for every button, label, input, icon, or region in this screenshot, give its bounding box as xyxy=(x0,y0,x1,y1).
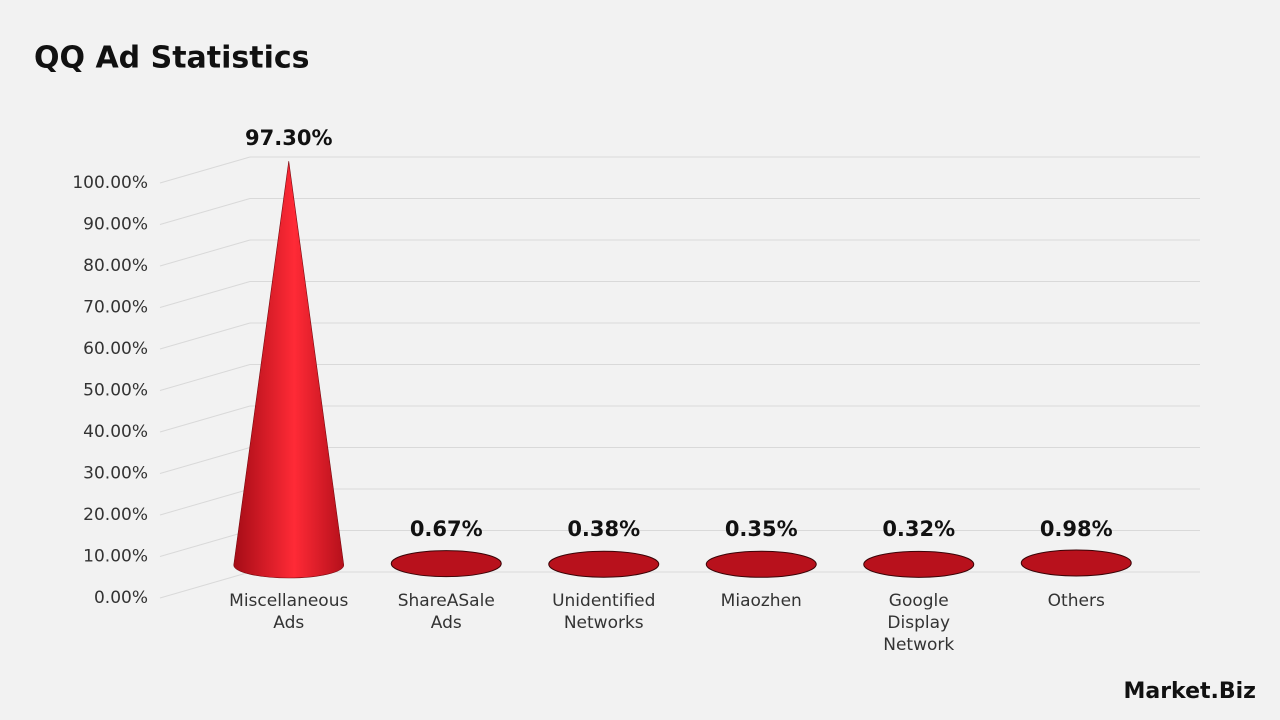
x-tick-label-box: Miaozhen xyxy=(720,591,802,611)
cone xyxy=(548,550,660,578)
y-tick-label: 30.00% xyxy=(83,464,148,484)
grid-line xyxy=(159,488,251,516)
cone xyxy=(1020,549,1132,577)
y-tick-label: 50.00% xyxy=(83,381,148,401)
grid-line xyxy=(159,571,251,599)
grid-line xyxy=(159,281,251,308)
cone xyxy=(705,550,817,578)
y-tick-label: 10.00% xyxy=(83,547,148,567)
grid-line xyxy=(159,447,251,474)
y-tick-label: 80.00% xyxy=(83,256,148,276)
x-tick-label: Others xyxy=(1047,591,1105,611)
x-tick-label-box: ShareASale Ads xyxy=(397,591,495,633)
grid-line xyxy=(159,530,251,557)
x-tick-label-box: Others xyxy=(1047,591,1105,611)
cone xyxy=(233,161,345,579)
value-label: 97.30% xyxy=(245,126,332,150)
x-tick-label: ShareASale Ads xyxy=(397,591,495,633)
y-tick-label: 20.00% xyxy=(83,505,148,525)
cone xyxy=(863,550,975,578)
x-tick-label: Miscellaneous Ads xyxy=(229,591,349,633)
x-tick-label: Miaozhen xyxy=(720,591,802,611)
y-tick-label: 40.00% xyxy=(83,422,148,442)
value-label: 0.67% xyxy=(410,517,483,541)
grid-line xyxy=(159,239,251,267)
chart-title: QQ Ad Statistics xyxy=(34,41,310,76)
x-tick-label-box: Miscellaneous Ads xyxy=(229,591,349,633)
watermark: Market.Biz xyxy=(1123,679,1256,704)
value-label: 0.38% xyxy=(567,517,640,541)
x-tick-label: Google Display Network xyxy=(883,591,955,655)
x-tick-label-box: Unidentified Networks xyxy=(552,591,656,633)
grid-line xyxy=(159,322,251,350)
y-tick-label: 0.00% xyxy=(94,588,148,608)
cone xyxy=(390,550,502,578)
x-tick-label: Unidentified Networks xyxy=(552,591,656,633)
y-tick-label: 100.00% xyxy=(72,173,148,193)
grid-line xyxy=(159,198,251,225)
value-label: 0.98% xyxy=(1040,517,1113,541)
value-label: 0.32% xyxy=(882,517,955,541)
value-label: 0.35% xyxy=(725,517,798,541)
grid-line xyxy=(159,156,251,184)
y-tick-label: 60.00% xyxy=(83,339,148,359)
y-tick-label: 90.00% xyxy=(83,215,148,235)
y-tick-label: 70.00% xyxy=(83,298,148,318)
x-tick-label-box: Google Display Network xyxy=(883,591,955,655)
grid-line xyxy=(159,364,251,391)
grid-line xyxy=(159,405,251,433)
